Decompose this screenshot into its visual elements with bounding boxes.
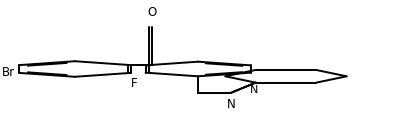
Text: N: N (250, 85, 258, 95)
Text: N: N (227, 98, 236, 111)
Text: F: F (131, 77, 137, 90)
Text: Br: Br (2, 66, 15, 79)
Text: O: O (148, 6, 157, 19)
